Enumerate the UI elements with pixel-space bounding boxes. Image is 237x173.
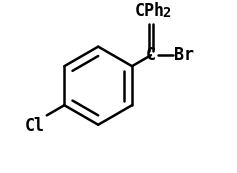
Text: Br: Br [174, 46, 194, 64]
Text: C: C [146, 46, 156, 64]
Text: CPh: CPh [135, 2, 165, 20]
Text: Cl: Cl [25, 117, 45, 135]
Text: 2: 2 [163, 6, 171, 20]
